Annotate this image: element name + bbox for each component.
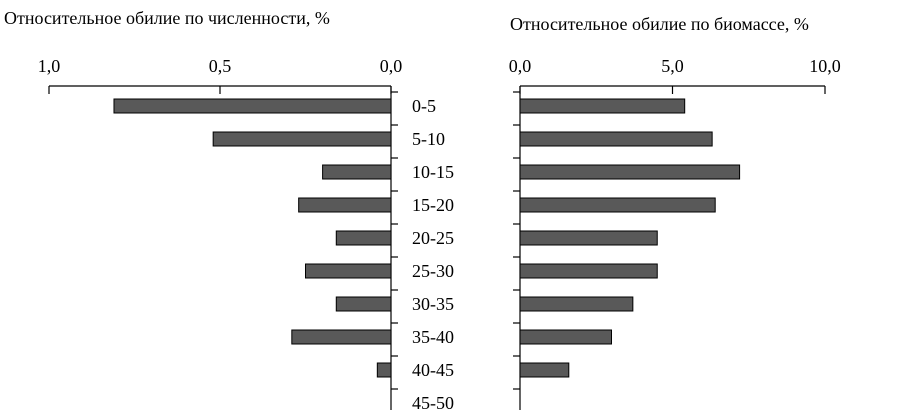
left-bar xyxy=(322,164,392,180)
right-chart-title: Относительное обилие по биомассе, % xyxy=(510,14,809,34)
right-bar xyxy=(519,164,741,180)
left-bar xyxy=(212,131,392,147)
right-bar xyxy=(519,197,716,213)
right-bar xyxy=(519,362,570,378)
right-x-tick-label: 10,0 xyxy=(809,56,841,76)
category-label: 45-50 xyxy=(412,393,454,410)
category-label: 30-35 xyxy=(412,294,454,314)
right-bar xyxy=(519,131,713,147)
left-bar xyxy=(291,329,392,345)
category-label: 5-10 xyxy=(412,129,445,149)
left-x-tick-label: 0,5 xyxy=(209,56,232,76)
right-bar xyxy=(519,98,686,114)
left-x-tick-label: 1,0 xyxy=(38,56,61,76)
right-bar xyxy=(519,263,658,279)
left-bar xyxy=(335,296,392,312)
left-chart-panel: 1,0 0,5 0,0 xyxy=(38,56,403,410)
left-chart-title: Относительное обилие по численности, % xyxy=(4,8,330,28)
left-bar xyxy=(298,197,392,213)
left-x-tick-label: 0,0 xyxy=(380,56,403,76)
left-bar xyxy=(305,263,392,279)
left-bar xyxy=(335,230,392,246)
category-label: 0-5 xyxy=(412,96,436,116)
right-bar xyxy=(519,230,658,246)
left-bar xyxy=(376,362,392,378)
category-label: 20-25 xyxy=(412,228,454,248)
right-bar xyxy=(519,296,634,312)
category-label: 15-20 xyxy=(412,195,454,215)
category-label: 10-15 xyxy=(412,162,454,182)
category-label: 25-30 xyxy=(412,261,454,281)
category-labels: 0-5 5-10 10-15 15-20 20-25 25-30 30-35 35-40 40-… xyxy=(412,96,454,410)
category-label: 35-40 xyxy=(412,327,454,347)
right-x-tick-label: 0,0 xyxy=(509,56,532,76)
left-bar xyxy=(113,98,392,114)
category-label: 40-45 xyxy=(412,360,454,380)
right-x-tick-label: 5,0 xyxy=(661,56,684,76)
right-bar xyxy=(519,329,612,345)
right-chart-panel: 0,0 5,0 10,0 xyxy=(509,56,841,410)
